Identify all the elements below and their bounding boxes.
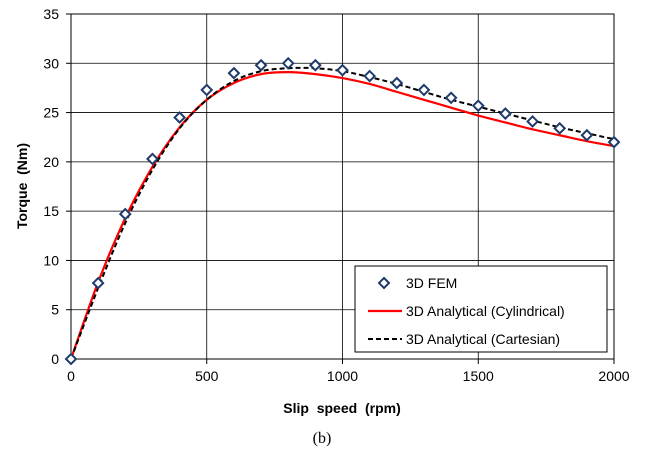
series-1 xyxy=(69,71,615,360)
fem-data-point xyxy=(363,69,377,83)
series-2 xyxy=(70,66,615,360)
y-tick-label: 0 xyxy=(51,351,59,367)
fem-data-point xyxy=(553,121,567,135)
fem-data-point xyxy=(91,276,105,290)
legend-label-fem: 3D FEM xyxy=(406,275,457,291)
x-tick-label: 500 xyxy=(195,368,219,384)
x-tick-label: 1500 xyxy=(463,368,494,384)
x-tick-label: 2000 xyxy=(598,368,629,384)
fem-data-point xyxy=(390,76,404,90)
y-tick-label: 15 xyxy=(43,203,59,219)
y-tick-label: 25 xyxy=(43,105,59,121)
fem-data-point xyxy=(607,135,621,149)
fem-data-point xyxy=(498,107,512,120)
fem-data-point xyxy=(146,152,159,166)
figure-caption: (b) xyxy=(313,430,332,447)
y-tick-label: 30 xyxy=(43,55,59,71)
fem-data-point xyxy=(173,111,187,124)
x-axis-title: Slip speed (rpm) xyxy=(283,400,400,416)
fem-data-point xyxy=(281,56,295,70)
fem-data-point xyxy=(417,83,431,97)
y-tick-label: 5 xyxy=(51,302,59,318)
fem-data-point xyxy=(471,99,485,113)
fem-data-point xyxy=(64,352,78,366)
legend: 3D FEM 3D Analytical (Cylindrical) 3D Anal… xyxy=(354,265,608,353)
legend-label-cartesian: 3D Analytical (Cartesian) xyxy=(406,331,560,347)
series-line-cartesian xyxy=(70,66,615,360)
legend-box xyxy=(354,265,608,353)
fem-data-point xyxy=(336,63,349,77)
tick-labels: 0 500 1000 1500 2000 0 5 10 15 20 25 30 35 xyxy=(43,6,629,384)
legend-marker-fem xyxy=(377,276,391,290)
series-line-cylindrical xyxy=(69,71,615,360)
fem-data-point xyxy=(526,115,539,128)
legend-label-cylindrical: 3D Analytical (Cylindrical) xyxy=(406,303,565,319)
fem-data-point xyxy=(254,58,268,72)
y-tick-label: 35 xyxy=(43,6,59,22)
series-layer xyxy=(64,56,621,366)
fem-data-point xyxy=(580,128,594,142)
grid-lines xyxy=(71,14,614,359)
y-axis-title: Torque (Nm) xyxy=(14,143,30,229)
x-tick-label: 1000 xyxy=(327,368,358,384)
y-tick-label: 10 xyxy=(43,252,59,268)
fem-data-point xyxy=(200,83,214,97)
fem-data-point xyxy=(308,58,322,72)
series-0 xyxy=(64,56,621,366)
fem-data-point xyxy=(227,66,241,80)
y-tick-label: 20 xyxy=(43,154,59,170)
x-tick-label: 0 xyxy=(67,368,75,384)
fem-data-point xyxy=(444,91,458,105)
fem-data-point xyxy=(118,207,132,221)
